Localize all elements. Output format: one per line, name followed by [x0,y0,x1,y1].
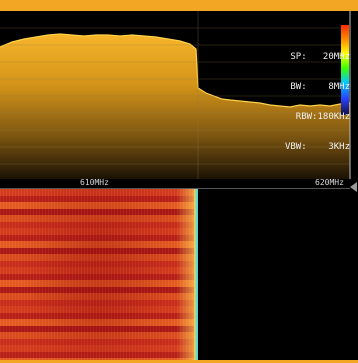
spectrum-fill [0,34,350,179]
param-rbw: RBW:180KHz [295,112,350,122]
frequency-right-label: 620MHz [315,178,344,187]
axis-divider [0,188,350,189]
intensity-colorbar [341,25,349,115]
frequency-axis: 610MHz 620MHz [0,178,358,188]
waterfall-base-layer [0,189,196,363]
analyzer-parameters: SP: 20MHz BW: 8MHz RBW:180KHz VBW: 3KHz [285,32,350,172]
spectrum-display[interactable]: SP: 20MHz BW: 8MHz RBW:180KHz VBW: 3KHz [0,11,358,179]
param-bw: BW: 8MHz [290,82,350,92]
top-accent-strip [0,0,358,11]
waterfall-display[interactable] [0,189,196,363]
spectrum-trace-svg [0,11,351,179]
param-vbw: VBW: 3KHz [284,142,350,152]
frequency-center-label: 610MHz [80,178,109,187]
spectrum-grid [0,11,350,179]
spectrum-trace-line [0,33,351,108]
chevron-left-icon[interactable] [350,182,357,192]
bottom-accent-strip [0,360,358,363]
waterfall-edge-highlight [194,189,198,363]
waterfall-noise-layer [0,189,196,363]
param-sp: SP: 20MHz [290,52,350,62]
